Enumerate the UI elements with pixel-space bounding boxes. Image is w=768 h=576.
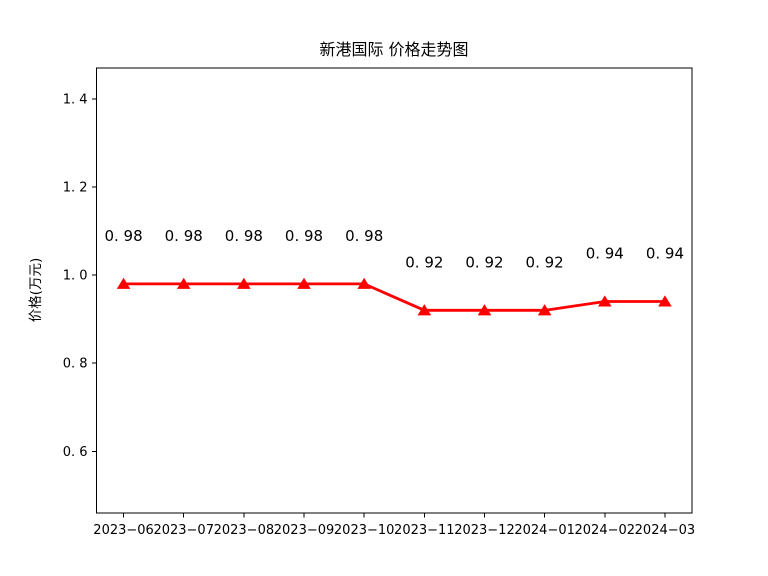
plot-frame xyxy=(96,67,693,514)
triangle-marker xyxy=(237,277,251,289)
x-tick-label: 2024−01 xyxy=(514,523,575,538)
x-tick-label: 2024−02 xyxy=(575,523,636,538)
point-value-label: 0. 94 xyxy=(646,245,684,263)
triangle-marker xyxy=(116,277,131,289)
y-axis-label: 价格(万元) xyxy=(28,258,44,323)
point-value-label: 0. 98 xyxy=(104,227,142,245)
triangle-marker xyxy=(417,304,432,316)
y-tick-label: 0. 8 xyxy=(63,357,88,372)
triangle-marker xyxy=(537,304,552,316)
x-tick-label: 2023−09 xyxy=(274,523,335,538)
y-tick-label: 1. 4 xyxy=(63,92,88,107)
point-value-label: 0. 98 xyxy=(285,227,323,245)
point-value-label: 0. 94 xyxy=(586,245,624,263)
triangle-marker xyxy=(597,295,612,307)
point-value-label: 0. 92 xyxy=(526,253,564,271)
triangle-marker xyxy=(357,277,371,289)
point-value-label: 0. 98 xyxy=(225,227,263,245)
triangle-marker xyxy=(658,295,672,307)
x-tick-label: 2024−03 xyxy=(635,523,696,538)
point-value-label: 0. 92 xyxy=(465,253,503,271)
point-value-label: 0. 92 xyxy=(405,253,443,271)
x-tick-label: 2023−08 xyxy=(214,523,275,538)
point-value-label: 0. 98 xyxy=(345,227,383,245)
chart-title: 新港国际 价格走势图 xyxy=(319,40,469,59)
x-tick-label: 2023−12 xyxy=(454,523,515,538)
triangle-marker xyxy=(477,304,492,316)
x-tick-label: 2023−10 xyxy=(334,523,395,538)
y-tick-label: 0. 6 xyxy=(63,445,88,460)
point-value-label: 0. 98 xyxy=(165,227,203,245)
x-tick-label: 2023−07 xyxy=(153,523,214,538)
y-tick-label: 1. 2 xyxy=(63,180,88,195)
price-line xyxy=(123,282,665,312)
triangle-marker xyxy=(297,277,311,289)
x-tick-label: 2023−11 xyxy=(394,523,455,538)
x-tick-label: 2023−06 xyxy=(93,523,154,538)
y-tick-label: 1. 0 xyxy=(63,269,88,284)
triangle-marker xyxy=(176,277,191,289)
